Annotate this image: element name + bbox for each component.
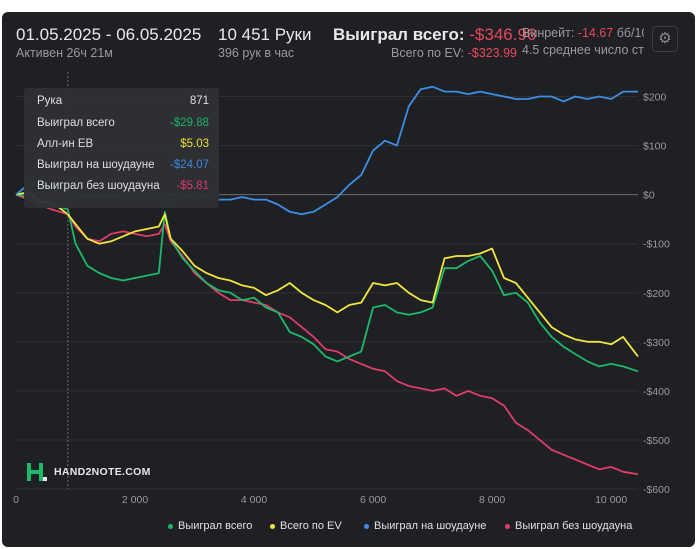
legend-item-won[interactable]: Выиграл всего	[168, 520, 252, 532]
tooltip-nsd-value: -$5.81	[176, 180, 209, 192]
x-tick-label: 6 000	[360, 494, 386, 506]
line-won-total	[15, 193, 639, 373]
x-tick-label: 2 000	[122, 494, 148, 506]
chart-legend: Выиграл всего Всего по EV Выиграл на шоу…	[2, 517, 695, 537]
tooltip-row-hand: Рука 871	[37, 95, 209, 113]
logo-text: HAND2NOTE.COM	[54, 466, 151, 478]
tooltip-row-showdown: Выиграл на шоудауне -$24.07	[37, 159, 209, 177]
avg-players: 4.5 среднее число ст	[522, 43, 644, 57]
y-tick-label: $200	[643, 92, 667, 104]
winrate-label: Винрейт:	[522, 26, 575, 40]
legend-item-ev[interactable]: Всего по EV	[270, 520, 342, 532]
x-tick-label: 10 000	[595, 494, 627, 506]
winrate-value: -14.67	[577, 26, 614, 40]
line-chart: $200 $100 $0 -$100 -$200 -$300 -$400 -$500 -$600…	[13, 72, 670, 506]
gear-icon[interactable]: ⚙	[652, 26, 678, 52]
legend-item-showdown[interactable]: Выиграл на шоудауне	[364, 520, 486, 532]
tooltip-allin-value: $5.03	[180, 138, 209, 150]
line-ev-total	[15, 191, 639, 358]
legend-dot	[505, 523, 510, 529]
legend-label: Выиграл всего	[178, 520, 253, 532]
y-tick-label: -$500	[643, 435, 670, 447]
won-total-label: Выиграл всего:	[333, 25, 465, 44]
ev-label: Всего по EV:	[391, 46, 465, 60]
tooltip-allin-label: Алл-ин ЕВ	[37, 138, 94, 150]
y-tick-label: -$200	[643, 288, 670, 300]
hover-tooltip: Рука 871 Выиграл всего -$29.88 Алл-ин ЕВ…	[24, 88, 219, 208]
won-total: Выиграл всего: -$346.96	[333, 25, 536, 45]
legend-dot	[364, 523, 369, 529]
x-tick-label: 4 000	[241, 494, 267, 506]
y-tick-label: $100	[643, 141, 667, 153]
ev-total: Всего по EV: -$323.99	[391, 46, 517, 60]
active-time: Активен 26ч 21м	[16, 46, 113, 60]
tooltip-row-won: Выиграл всего -$29.88	[37, 117, 209, 135]
x-tick-label: 0	[13, 494, 19, 506]
chart-panel: 01.05.2025 - 06.05.2025 Активен 26ч 21м …	[2, 12, 695, 547]
tooltip-hand-value: 871	[189, 95, 209, 107]
tooltip-won-label: Выиграл всего	[37, 117, 115, 129]
tooltip-row-no-showdown: Выиграл без шоудауна -$5.81	[37, 180, 209, 198]
legend-dot	[168, 523, 173, 529]
tooltip-nsd-label: Выиграл без шоудауна	[37, 180, 160, 192]
winrate-unit: бб/100	[616, 26, 644, 40]
hands-count: 10 451 Руки	[218, 25, 312, 44]
ev-value: -$323.99	[467, 46, 517, 60]
line-no-showdown	[15, 193, 639, 476]
y-tick-label: -$300	[643, 337, 670, 349]
legend-item-no-showdown[interactable]: Выиграл без шоудауна	[505, 520, 632, 532]
y-tick-label: $0	[643, 190, 655, 202]
date-range: 01.05.2025 - 06.05.2025	[16, 25, 202, 44]
y-tick-label: -$400	[643, 386, 670, 398]
x-tick-label: 8 000	[479, 494, 505, 506]
winrate: Винрейт: -14.67 бб/100	[522, 26, 644, 40]
legend-dot	[270, 523, 275, 529]
won-total-value: -$346.96	[469, 25, 537, 44]
legend-label: Выиграл на шоудауне	[374, 520, 487, 532]
logo-icon	[27, 463, 47, 481]
tooltip-row-allin: Алл-ин ЕВ $5.03	[37, 138, 209, 156]
tooltip-hand-label: Рука	[37, 95, 63, 107]
tooltip-sd-label: Выиграл на шоудауне	[37, 159, 155, 171]
y-tick-label: -$100	[643, 239, 670, 251]
legend-label: Выиграл без шоудауна	[515, 520, 633, 532]
y-tick-label: -$600	[643, 484, 670, 496]
tooltip-won-value: -$29.88	[169, 117, 209, 129]
legend-label: Всего по EV	[280, 520, 342, 532]
tooltip-sd-value: -$24.07	[169, 159, 209, 171]
hands-per-hour: 396 рук в час	[218, 46, 295, 60]
